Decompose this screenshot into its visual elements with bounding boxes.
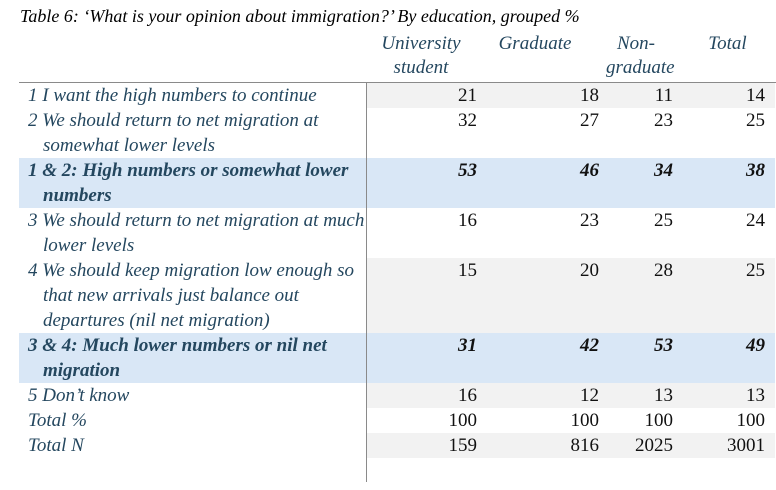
column-header-total: Total xyxy=(708,33,747,54)
value-cell: 49 xyxy=(675,333,775,383)
value-cell: 18 xyxy=(480,83,601,108)
row-label-cell: 4 We should keep migration low enough so… xyxy=(19,258,366,333)
table-row: 4 We should keep migration low enough so… xyxy=(19,258,775,333)
row-label-cell: 3 & 4: Much lower numbers or nil net mig… xyxy=(19,333,366,383)
row-label: 3 We should return to net migration at m… xyxy=(28,210,365,256)
data-table: 1 I want the high numbers to continue 21 1… xyxy=(19,83,775,458)
row-label: 1 & 2: High numbers or somewhat lower nu… xyxy=(28,160,349,206)
row-label: 2 We should return to net migration at s… xyxy=(28,110,319,156)
column-header-university-student: University student xyxy=(381,33,461,78)
row-label: 1 I want the high numbers to continue xyxy=(28,85,317,106)
table-title: Table 6: ‘What is your opinion about imm… xyxy=(20,6,580,26)
table-top-rule xyxy=(19,82,776,83)
table-row: 5 Don’t know 16 12 13 13 xyxy=(19,383,775,408)
row-label: Total N xyxy=(28,435,84,456)
value-cell: 100 xyxy=(570,410,600,431)
value-cell: 15 xyxy=(366,258,480,333)
table-row: Total % 100 100 100 100 xyxy=(19,408,775,433)
value-cell: 27 xyxy=(580,110,599,131)
row-label-cell: 3 We should return to net migration at m… xyxy=(19,208,366,258)
value-cell: 2025 xyxy=(601,433,675,458)
row-label-cell: 5 Don’t know xyxy=(19,383,366,408)
value-cell: 23 xyxy=(654,110,673,131)
value-cell: 46 xyxy=(480,158,601,208)
value-cell: 25 xyxy=(675,258,775,333)
value-cell: 25 xyxy=(746,110,765,131)
value-cell: 21 xyxy=(366,83,480,108)
value-cell: 11 xyxy=(601,83,675,108)
row-label-cell: Total % xyxy=(19,408,366,433)
value-cell: 28 xyxy=(601,258,675,333)
column-header-graduate: Graduate xyxy=(498,33,572,54)
value-cell: 24 xyxy=(746,210,765,231)
value-cell: 100 xyxy=(644,410,674,431)
value-cell: 20 xyxy=(480,258,601,333)
value-cell: 42 xyxy=(480,333,601,383)
value-cell: 13 xyxy=(675,383,775,408)
table-row: 3 We should return to net migration at m… xyxy=(19,208,775,258)
value-cell: 159 xyxy=(366,433,480,458)
value-cell: 16 xyxy=(458,210,477,231)
row-label: 4 We should keep migration low enough so… xyxy=(28,260,354,331)
row-label-cell: 2 We should return to net migration at s… xyxy=(19,108,366,158)
row-label: 3 & 4: Much lower numbers or nil net mig… xyxy=(28,335,327,381)
value-cell: 34 xyxy=(601,158,675,208)
value-cell: 3001 xyxy=(675,433,775,458)
value-cell: 32 xyxy=(458,110,477,131)
column-divider xyxy=(366,82,367,482)
value-cell: 13 xyxy=(601,383,675,408)
subtotal-row: 3 & 4: Much lower numbers or nil net mig… xyxy=(19,333,775,383)
row-label-cell: 1 & 2: High numbers or somewhat lower nu… xyxy=(19,158,366,208)
column-header-non-graduate: Non-graduate xyxy=(606,33,675,78)
value-cell: 16 xyxy=(366,383,480,408)
value-cell: 100 xyxy=(448,410,478,431)
value-cell: 38 xyxy=(675,158,775,208)
row-label-cell: Total N xyxy=(19,433,366,458)
value-cell: 31 xyxy=(366,333,480,383)
row-label: 5 Don’t know xyxy=(28,385,130,406)
value-cell: 14 xyxy=(675,83,775,108)
value-cell: 53 xyxy=(366,158,480,208)
value-cell: 25 xyxy=(654,210,673,231)
value-cell: 816 xyxy=(480,433,601,458)
table-row: Total N 159 816 2025 3001 xyxy=(19,433,775,458)
row-label-cell: 1 I want the high numbers to continue xyxy=(19,83,366,108)
value-cell: 12 xyxy=(480,383,601,408)
row-label: Total % xyxy=(28,410,87,431)
subtotal-row: 1 & 2: High numbers or somewhat lower nu… xyxy=(19,158,775,208)
table-row: 2 We should return to net migration at s… xyxy=(19,108,775,158)
value-cell: 100 xyxy=(736,410,766,431)
value-cell: 23 xyxy=(580,210,599,231)
table-row: 1 I want the high numbers to continue 21 1… xyxy=(19,83,775,108)
value-cell: 53 xyxy=(601,333,675,383)
